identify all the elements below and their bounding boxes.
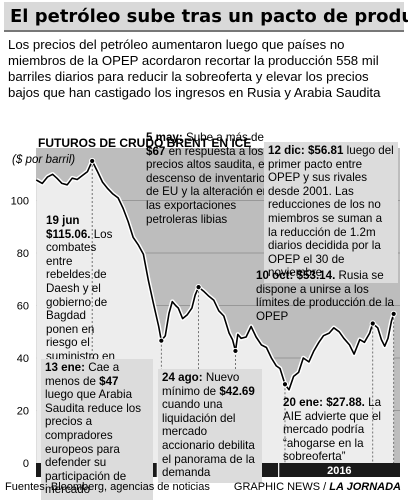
annotation-jan-2016-text: La AIE advierte que el mercado podría “a… <box>283 396 382 464</box>
annotation-dec-2016: 12 dic: $56.81 luego del primer pacto en… <box>264 142 398 283</box>
credit-publication: LA JORNADA <box>329 481 401 493</box>
callout-dot <box>89 157 96 165</box>
annotation-may-2015-value: $67 <box>146 144 166 158</box>
credit-separator: / <box>323 481 330 493</box>
callout-dot <box>158 337 165 344</box>
annotation-jan-2015-date: 13 ene: <box>45 361 85 374</box>
annotation-oct-2016-value: $53.14. <box>296 269 336 282</box>
headline: El petróleo sube tras un pacto de produc… <box>4 2 408 32</box>
y-tick-label: 60 <box>17 301 29 313</box>
callout-dot <box>369 320 376 327</box>
annotation-aug-2015-value: $42.69 <box>219 384 255 398</box>
annotation-may-2015: 5 may: Sube a más de $67 en respuesta a … <box>146 131 272 226</box>
annotation-oct-2016: 10 oct: $53.14. Rusia se dispone a unirs… <box>256 269 404 323</box>
callout-dot <box>281 381 289 388</box>
annotation-aug-2015: 24 ago: Nuevo mínimo de $42.69 cuando un… <box>158 369 262 483</box>
callout-dot <box>390 310 397 317</box>
annotation-jan-2016: 20 ene: $27.88. La AIE advierte que el m… <box>283 396 395 464</box>
annotation-aug-2015-date: 24 ago: <box>162 371 203 384</box>
chart-title: FUTUROS DE CRUDO BRENT EN ICE <box>38 136 252 150</box>
annotation-jun-2014-value: $115.06. <box>46 227 91 241</box>
annotation-jun-2014-date: 19 jun <box>46 214 80 227</box>
y-tick-label: 0 <box>23 458 29 470</box>
annotation-dec-2016-date: 12 dic: <box>268 144 305 157</box>
annotation-oct-2016-text: Rusia se dispone a unirse a los límites … <box>256 269 394 323</box>
annotation-may-2015-date: 5 may: <box>146 131 183 144</box>
footer: Fuentes: Bloomberg, agencias de noticias… <box>5 481 405 493</box>
annotation-jan-2015: 13 ene: Cae a menos de $47 luego que Ara… <box>41 359 153 500</box>
annotation-jan-2015-text: luego que Arabia Saudita reduce los prec… <box>45 388 142 497</box>
price-line <box>35 160 395 391</box>
sources: Fuentes: Bloomberg, agencias de noticias <box>5 481 210 493</box>
annotation-jan-2016-date: 20 ene: <box>283 396 323 409</box>
credit-agency: GRAPHIC NEWS <box>233 481 321 493</box>
annotation-dec-2016-value: $56.81 <box>307 144 344 157</box>
y-tick-labels: 0 20 40 60 80 100 <box>11 196 29 471</box>
annotation-aug-2015-text: cuando una liquidación del mercado accio… <box>162 398 255 480</box>
annotation-oct-2016-date: 10 oct: <box>256 269 294 282</box>
annotation-jan-2016-value: $27.88. <box>326 396 365 409</box>
y-tick-label: 100 <box>11 196 29 208</box>
chart-unit: ($ por barril) <box>12 153 76 166</box>
annotation-may-2015-lead: Sube a más de <box>185 131 264 144</box>
y-tick-label: 40 <box>17 353 29 365</box>
callout-dot <box>195 284 202 291</box>
annotation-jan-2015-value: $47 <box>99 374 119 388</box>
annotation-dec-2016-text: luego del primer pacto entre OPEP y sus … <box>268 144 394 280</box>
annotation-aug-2015-lead: Nuevo mínimo de <box>162 371 240 398</box>
lead-paragraph: Los precios del petróleo aumentaron lueg… <box>8 37 381 100</box>
y-tick-label: 20 <box>17 406 29 418</box>
x-tick-label: 2016 <box>327 465 351 477</box>
callout-dot <box>232 347 239 355</box>
annotation-jan-2015-lead: Cae a menos de <box>45 361 120 388</box>
y-tick-label: 80 <box>17 248 29 260</box>
annotation-may-2015-text: en respuesta a los precios altos saudita… <box>146 144 272 226</box>
credits: GRAPHIC NEWS / LA JORNADA <box>234 481 401 493</box>
